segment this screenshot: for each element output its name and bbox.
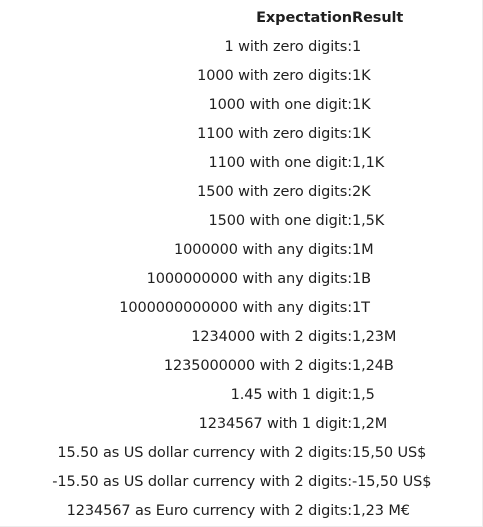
expectation-cell: 1000 with one digit:	[208, 96, 352, 113]
result-cell: 1K	[352, 67, 371, 84]
table-row: 1500 with one digit: 1,5K	[0, 206, 431, 235]
table-row: 1100 with zero digits: 1K	[0, 119, 431, 148]
table-row: 1000000000000 with any digits: 1T	[0, 293, 431, 322]
result-cell: 1,2M	[352, 415, 388, 432]
expectation-cell: 1234000 with 2 digits:	[191, 328, 352, 345]
expectation-cell: 1234567 as Euro currency with 2 digits:	[66, 502, 353, 519]
expectation-cell: 1100 with one digit:	[208, 154, 352, 171]
result-cell: -15,50 US$	[352, 473, 432, 490]
expectation-cell: 1000000000 with any digits:	[146, 270, 353, 287]
expectation-cell: 1000 with zero digits:	[197, 67, 352, 84]
result-cell: 1,1K	[352, 154, 385, 171]
result-cell: 1K	[352, 125, 371, 142]
table-row: 1 with zero digits: 1	[0, 32, 431, 61]
table-row: 1000 with zero digits: 1K	[0, 61, 431, 90]
table-row: 15.50 as US dollar currency with 2 digit…	[0, 438, 431, 467]
expectation-cell: 1100 with zero digits:	[197, 125, 352, 142]
table-row: 1000000000 with any digits: 1B	[0, 264, 431, 293]
expectation-cell: 1.45 with 1 digit:	[230, 386, 352, 403]
table-row: 1500 with zero digits: 2K	[0, 177, 431, 206]
result-cell: 1T	[352, 299, 370, 316]
result-cell: 1M	[352, 241, 374, 258]
expectation-cell: 1000000000000 with any digits:	[119, 299, 352, 316]
result-cell: 1,24B	[352, 357, 394, 374]
table-row: 1.45 with 1 digit: 1,5	[0, 380, 431, 409]
table-row: -15.50 as US dollar currency with 2 digi…	[0, 467, 431, 496]
expectation-cell: 1 with zero digits:	[224, 38, 352, 55]
expectation-cell: 1235000000 with 2 digits:	[163, 357, 352, 374]
result-cell: 1,5K	[352, 212, 385, 229]
table-row: 1100 with one digit: 1,1K	[0, 148, 431, 177]
expectation-cell: 1000000 with any digits:	[173, 241, 352, 258]
expectation-cell: 1234567 with 1 digit:	[198, 415, 352, 432]
table-row: 1235000000 with 2 digits: 1,24B	[0, 351, 431, 380]
result-cell: 1,23 M€	[352, 502, 410, 519]
table-row: 1234567 with 1 digit: 1,2M	[0, 409, 431, 438]
table-header-row: Expectation Result	[0, 3, 431, 32]
expectation-cell: 15.50 as US dollar currency with 2 digit…	[57, 444, 352, 461]
result-cell: 1,5	[352, 386, 375, 403]
table-row: 1234000 with 2 digits: 1,23M	[0, 322, 431, 351]
expectation-cell: 1500 with zero digits:	[197, 183, 352, 200]
table-row: 1234567 as Euro currency with 2 digits: …	[0, 496, 431, 525]
header-result: Result	[352, 9, 404, 26]
table-row: 1000000 with any digits: 1M	[0, 235, 431, 264]
result-cell: 1K	[352, 96, 371, 113]
expectation-cell: 1500 with one digit:	[208, 212, 352, 229]
result-cell: 1,23M	[352, 328, 397, 345]
result-cell: 2K	[352, 183, 371, 200]
results-table: Expectation Result 1 with zero digits: 1…	[0, 3, 431, 525]
result-cell: 1B	[352, 270, 371, 287]
result-cell: 15,50 US$	[352, 444, 427, 461]
result-cell: 1	[352, 38, 362, 55]
expectation-cell: -15.50 as US dollar currency with 2 digi…	[52, 473, 352, 490]
header-expectation: Expectation	[256, 9, 352, 26]
table-row: 1000 with one digit: 1K	[0, 90, 431, 119]
